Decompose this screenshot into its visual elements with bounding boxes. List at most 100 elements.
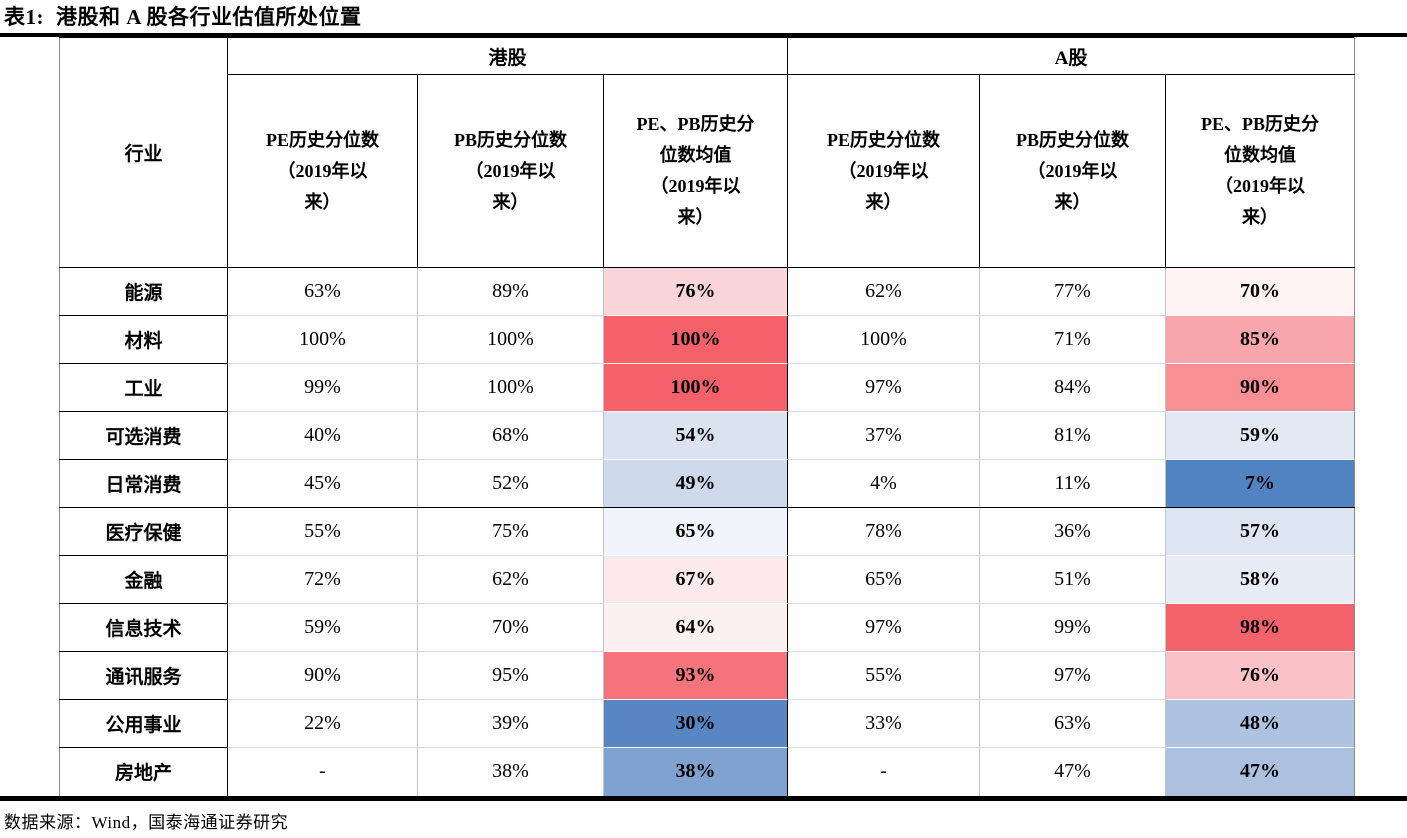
a-mean-value: 59% — [1165, 411, 1356, 460]
industry-cell: 能源 — [59, 267, 228, 316]
industry-cell: 房地产 — [59, 747, 228, 796]
hk-pe-value: 22% — [227, 699, 418, 748]
col-header-a-pe-percentile: PE历史分位数 （2019年以 来） — [787, 74, 981, 268]
data-source-note: 数据来源：Wind，国泰海通证券研究 — [4, 812, 289, 832]
hk-mean-value: 76% — [603, 267, 789, 316]
col-header-industry: 行业 — [59, 37, 228, 268]
industry-cell: 信息技术 — [59, 603, 228, 652]
table-title-text: 港股和 A 股各行业估值所处位置 — [56, 5, 362, 29]
hk-pb-value: 70% — [417, 603, 604, 652]
hk-pb-value: 68% — [417, 411, 604, 460]
a-pe-value: 78% — [787, 507, 981, 556]
a-pe-value: 33% — [787, 699, 981, 748]
a-mean-value: 7% — [1165, 459, 1356, 508]
hk-pb-value: 89% — [417, 267, 604, 316]
col-header-a-pb-percentile: PB历史分位数 （2019年以 来） — [979, 74, 1167, 268]
table-title-number: 表1: — [4, 5, 44, 29]
hk-pe-value: 55% — [227, 507, 418, 556]
hk-mean-value: 49% — [603, 459, 789, 508]
a-pb-value: 97% — [979, 651, 1167, 700]
a-mean-value: 90% — [1165, 363, 1356, 412]
a-mean-value: 98% — [1165, 603, 1356, 652]
a-pb-value: 99% — [979, 603, 1167, 652]
a-pb-value: 84% — [979, 363, 1167, 412]
industry-cell: 通讯服务 — [59, 651, 228, 700]
industry-cell: 材料 — [59, 315, 228, 364]
hk-pb-value: 62% — [417, 555, 604, 604]
hk-pe-value: 99% — [227, 363, 418, 412]
col-group-hk-stocks: 港股 — [226, 37, 789, 75]
hk-mean-value: 93% — [603, 651, 789, 700]
table-header: 行业 港股 A股 PE历史分位数 （2019年以 来） PB历史分位数 （201… — [59, 37, 1356, 268]
hk-pe-value: 90% — [227, 651, 418, 700]
hk-pe-value: 59% — [227, 603, 418, 652]
hk-pb-value: 75% — [417, 507, 604, 556]
hk-mean-value: 30% — [603, 699, 789, 748]
table-row: 信息技术 59% 70% 64% 97% 99% 98% — [59, 603, 1356, 652]
hk-pb-value: 38% — [417, 747, 604, 796]
industry-cell: 医疗保健 — [59, 507, 228, 556]
industry-cell: 工业 — [59, 363, 228, 412]
industry-cell: 可选消费 — [59, 411, 228, 460]
a-pb-value: 47% — [979, 747, 1167, 796]
table-row: 金融 72% 62% 67% 65% 51% 58% — [59, 555, 1356, 604]
table-title: 表1: 港股和 A 股各行业估值所处位置 — [0, 0, 1407, 33]
table-row: 材料 100% 100% 100% 100% 71% 85% — [59, 315, 1356, 364]
a-pe-value: 97% — [787, 363, 981, 412]
table-row: 医疗保健 55% 75% 65% 78% 36% 57% — [59, 507, 1356, 556]
hk-pe-value: 100% — [227, 315, 418, 364]
valuation-table: 行业 港股 A股 PE历史分位数 （2019年以 来） PB历史分位数 （201… — [59, 37, 1356, 796]
hk-mean-value: 64% — [603, 603, 789, 652]
col-group-a-shares: A股 — [787, 37, 1356, 75]
a-mean-value: 70% — [1165, 267, 1356, 316]
a-pe-value: 62% — [787, 267, 981, 316]
a-pe-value: - — [787, 747, 981, 796]
table-body: 能源 63% 89% 76% 62% 77% 70% 材料 100% 100% 100% 100% 71… — [59, 267, 1356, 796]
table-row: 通讯服务 90% 95% 93% 55% 97% 76% — [59, 651, 1356, 700]
table-row: 工业 99% 100% 100% 97% 84% 90% — [59, 363, 1356, 412]
industry-cell: 公用事业 — [59, 699, 228, 748]
a-pe-value: 4% — [787, 459, 981, 508]
a-pb-value: 11% — [979, 459, 1167, 508]
a-pe-value: 97% — [787, 603, 981, 652]
a-pb-value: 71% — [979, 315, 1167, 364]
a-pe-value: 37% — [787, 411, 981, 460]
col-header-hk-pe-percentile: PE历史分位数 （2019年以 来） — [227, 74, 418, 268]
a-mean-value: 57% — [1165, 507, 1356, 556]
a-pb-value: 51% — [979, 555, 1167, 604]
a-pb-value: 77% — [979, 267, 1167, 316]
hk-pb-value: 100% — [417, 363, 604, 412]
hk-mean-value: 54% — [603, 411, 789, 460]
hk-pe-value: 40% — [227, 411, 418, 460]
a-pb-value: 63% — [979, 699, 1167, 748]
hk-pb-value: 95% — [417, 651, 604, 700]
a-pb-value: 81% — [979, 411, 1167, 460]
hk-pe-value: 72% — [227, 555, 418, 604]
hk-mean-value: 100% — [603, 315, 789, 364]
col-header-hk-pepb-mean: PE、PB历史分 位数均值 （2019年以 来） — [602, 74, 789, 268]
a-mean-value: 48% — [1165, 699, 1356, 748]
table-bottom-rule — [0, 795, 1407, 801]
hk-pe-value: - — [227, 747, 418, 796]
a-mean-value: 76% — [1165, 651, 1356, 700]
hk-pb-value: 52% — [417, 459, 604, 508]
hk-mean-value: 65% — [603, 507, 789, 556]
a-pe-value: 65% — [787, 555, 981, 604]
hk-pb-value: 100% — [417, 315, 604, 364]
table-row: 公用事业 22% 39% 30% 33% 63% 48% — [59, 699, 1356, 748]
hk-pe-value: 45% — [227, 459, 418, 508]
hk-pe-value: 63% — [227, 267, 418, 316]
hk-mean-value: 67% — [603, 555, 789, 604]
hk-mean-value: 100% — [603, 363, 789, 412]
table-row: 房地产 -38% 38% -47% 47% — [59, 747, 1356, 796]
industry-cell: 日常消费 — [59, 459, 228, 508]
hk-pb-value: 39% — [417, 699, 604, 748]
table-row: 日常消费 45% 52% 49% 4% 11% 7% — [59, 459, 1356, 508]
title-rule — [0, 33, 1407, 37]
a-mean-value: 58% — [1165, 555, 1356, 604]
col-header-a-pepb-mean: PE、PB历史分 位数均值 （2019年以 来） — [1165, 74, 1356, 268]
industry-cell: 金融 — [59, 555, 228, 604]
col-header-hk-pb-percentile: PB历史分位数 （2019年以 来） — [417, 74, 604, 268]
a-pe-value: 55% — [787, 651, 981, 700]
